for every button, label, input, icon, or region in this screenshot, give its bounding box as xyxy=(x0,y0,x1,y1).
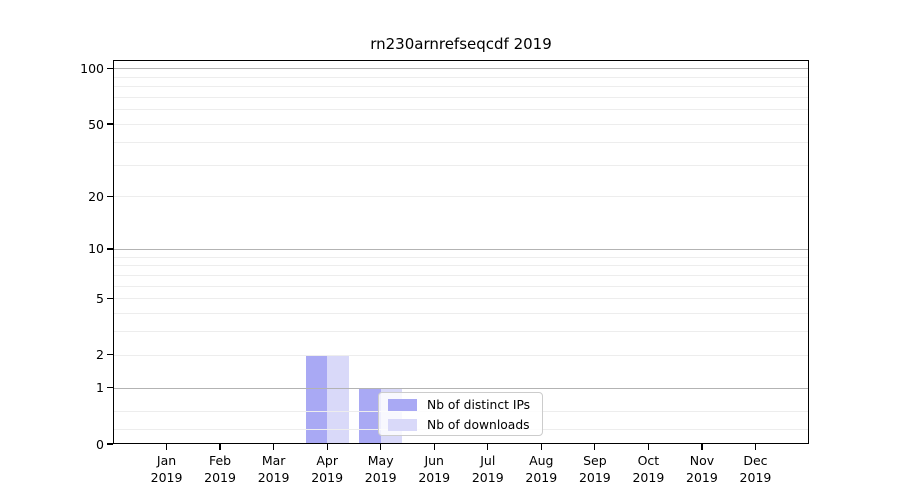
gridline-minor xyxy=(113,265,809,267)
x-tick-mark xyxy=(754,444,757,450)
gridline-major xyxy=(113,387,809,389)
gridline-minor xyxy=(113,141,809,143)
x-tick-label: Jun 2019 xyxy=(406,452,462,486)
y-tick-label: 20 xyxy=(88,188,104,204)
y-tick-label: 0 xyxy=(96,436,104,452)
x-tick-year: 2019 xyxy=(257,470,290,485)
x-tick-mark xyxy=(487,444,489,450)
bar-downloads-apr xyxy=(327,354,349,444)
y-tick-mark xyxy=(106,443,113,445)
x-tick-year: 2019 xyxy=(311,470,344,485)
x-tick-label: Nov 2019 xyxy=(674,452,730,486)
x-tick-mark xyxy=(594,444,596,450)
y-tick-mark xyxy=(106,386,113,389)
gridline-minor xyxy=(113,124,809,126)
y-tick-mark xyxy=(106,248,113,250)
x-tick-month: May xyxy=(367,453,394,468)
y-tick-label: 5 xyxy=(96,290,104,306)
legend-swatch-distinct-ips-icon xyxy=(388,398,417,411)
x-tick-year: 2019 xyxy=(578,470,611,485)
x-tick-label: Jul 2019 xyxy=(460,452,516,486)
legend-label-downloads: Nb of downloads xyxy=(427,417,530,432)
x-tick-mark xyxy=(647,444,650,450)
y-tick-mark xyxy=(106,195,113,197)
gridline-major xyxy=(113,68,809,70)
y-tick-mark xyxy=(106,67,113,70)
x-tick-mark xyxy=(540,444,542,450)
plot-area xyxy=(113,60,809,444)
x-tick-year: 2019 xyxy=(632,470,665,485)
gridline-minor xyxy=(113,354,809,356)
gridline-minor xyxy=(113,86,809,88)
x-tick-month: Aug xyxy=(529,453,554,468)
x-tick-label: Dec 2019 xyxy=(727,452,783,486)
x-tick-mark xyxy=(272,444,275,450)
x-tick-label: Aug 2019 xyxy=(513,452,569,486)
x-tick-label: Oct 2019 xyxy=(620,452,676,486)
x-tick-year: 2019 xyxy=(364,470,397,485)
y-tick-label: 2 xyxy=(96,347,104,363)
gridline-minor xyxy=(113,97,809,99)
legend-item-downloads: Nb of downloads xyxy=(388,417,533,433)
chart-title: rn230arnrefseqcdf 2019 xyxy=(370,35,552,53)
x-tick-mark xyxy=(219,444,221,450)
gridline-minor xyxy=(113,331,809,333)
x-tick-year: 2019 xyxy=(739,470,772,485)
x-tick-year: 2019 xyxy=(525,470,558,485)
gridline-minor xyxy=(113,274,809,276)
legend-swatch-downloads-icon xyxy=(388,418,417,431)
y-tick-mark xyxy=(106,297,113,299)
gridline-minor xyxy=(113,196,809,198)
x-tick-month: Jun xyxy=(424,453,444,468)
gridline-minor xyxy=(113,256,809,258)
x-tick-label: Sep 2019 xyxy=(567,452,623,486)
x-tick-month: Apr xyxy=(316,453,338,468)
y-tick-mark xyxy=(106,123,113,125)
x-tick-mark xyxy=(165,444,168,450)
x-tick-label: Feb 2019 xyxy=(192,452,248,486)
gridline-minor xyxy=(113,164,809,166)
x-tick-month: Feb xyxy=(208,453,232,468)
x-tick-label: Apr 2019 xyxy=(299,452,355,486)
gridline-minor xyxy=(113,76,809,78)
legend-label-distinct-ips: Nb of distinct IPs xyxy=(427,397,531,412)
x-tick-year: 2019 xyxy=(686,470,718,485)
legend-item-distinct-ips: Nb of distinct IPs xyxy=(388,397,533,413)
x-tick-year: 2019 xyxy=(471,470,504,485)
gridline-minor xyxy=(113,313,809,315)
x-tick-month: Jan xyxy=(156,453,177,468)
y-tick-label: 10 xyxy=(88,241,104,257)
x-tick-month: Nov xyxy=(689,453,715,468)
y-tick-label: 100 xyxy=(80,60,104,76)
x-tick-label: Jan 2019 xyxy=(139,452,195,486)
legend: Nb of distinct IPs Nb of downloads xyxy=(378,392,543,436)
x-tick-mark xyxy=(701,444,703,450)
x-tick-year: 2019 xyxy=(418,470,451,485)
x-tick-label: May 2019 xyxy=(353,452,409,486)
gridline-minor xyxy=(113,109,809,111)
x-tick-month: Jul xyxy=(480,453,496,468)
bar-distinct-ips-apr xyxy=(305,354,328,444)
y-tick-label: 50 xyxy=(88,116,104,132)
x-tick-month: Sep xyxy=(583,453,607,468)
gridline-minor xyxy=(113,285,809,287)
x-tick-month: Mar xyxy=(261,453,286,468)
x-tick-mark xyxy=(326,444,328,450)
gridline-minor xyxy=(113,298,809,300)
x-tick-mark xyxy=(380,444,382,450)
x-tick-year: 2019 xyxy=(150,470,183,485)
x-tick-label: Mar 2019 xyxy=(246,452,302,486)
gridline-major xyxy=(113,248,809,250)
x-tick-year: 2019 xyxy=(204,470,236,485)
x-tick-month: Oct xyxy=(637,453,660,468)
x-tick-mark xyxy=(433,444,435,450)
y-tick-label: 1 xyxy=(96,380,104,396)
y-tick-mark xyxy=(106,353,113,356)
x-tick-month: Dec xyxy=(743,453,768,468)
